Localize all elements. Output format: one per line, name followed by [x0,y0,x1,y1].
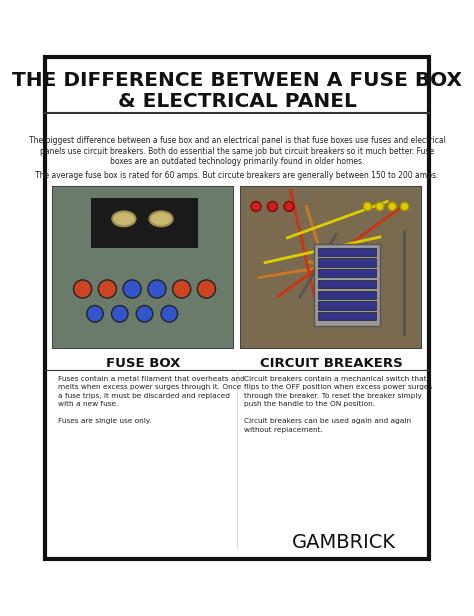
Text: FUSE BOX: FUSE BOX [106,357,180,370]
Bar [318,269,376,277]
Bar [53,187,233,349]
Circle shape [376,202,384,211]
Bar [318,248,376,256]
Bar [318,312,376,320]
Circle shape [267,201,277,211]
Circle shape [197,280,216,298]
Text: CIRCUIT BREAKERS: CIRCUIT BREAKERS [260,357,402,370]
Bar [318,259,376,267]
Circle shape [284,201,294,211]
Text: THE DIFFERENCE BETWEEN A FUSE BOX: THE DIFFERENCE BETWEEN A FUSE BOX [12,71,462,89]
Text: The average fuse box is rated for 60 amps. But circute breakers are generally be: The average fuse box is rated for 60 amp… [35,171,439,180]
Bar [318,291,376,299]
Circle shape [364,202,372,211]
Circle shape [161,306,178,322]
Text: Fuses contain a metal filament that overheats and
melts when excess power surges: Fuses contain a metal filament that over… [58,376,245,424]
Circle shape [388,202,396,211]
Text: The biggest difference between a fuse box and an electrical panel is that fuse b: The biggest difference between a fuse bo… [28,136,446,166]
Bar [91,198,198,248]
Bar [241,187,421,349]
Text: & ELECTRICAL PANEL: & ELECTRICAL PANEL [118,92,356,111]
Bar [53,187,233,349]
Circle shape [173,280,191,298]
Text: GAMBRICK: GAMBRICK [292,533,396,552]
Bar [241,187,421,349]
Circle shape [73,280,91,298]
Bar [314,243,380,326]
Text: Circuit breakers contain a mechanical switch that
flips to the OFF position when: Circuit breakers contain a mechanical sw… [245,376,433,432]
Bar [318,280,376,288]
Circle shape [87,306,103,322]
Circle shape [401,202,409,211]
Ellipse shape [112,211,136,226]
Circle shape [136,306,153,322]
Circle shape [148,280,166,298]
Ellipse shape [149,211,173,226]
Circle shape [98,280,117,298]
Circle shape [251,201,261,211]
Bar [318,301,376,310]
Circle shape [123,280,141,298]
Circle shape [111,306,128,322]
